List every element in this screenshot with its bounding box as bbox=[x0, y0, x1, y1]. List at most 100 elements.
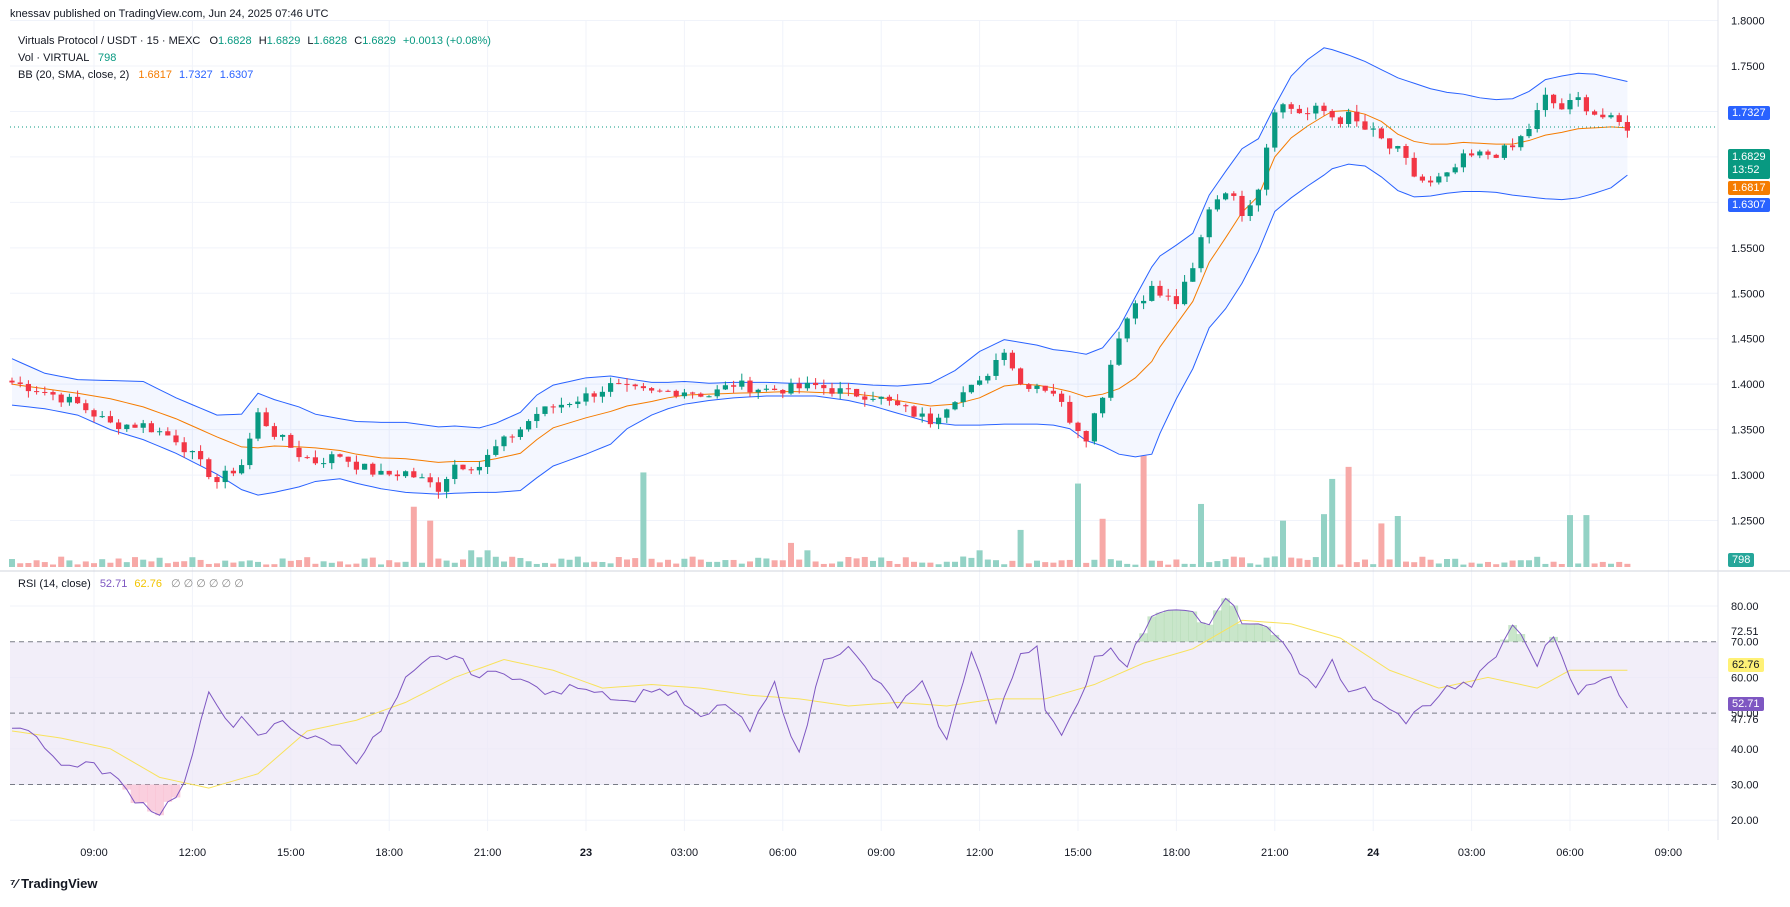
last-price-value: 1.6829 bbox=[1732, 151, 1766, 163]
rsi-legend-value: 52.71 bbox=[99, 578, 128, 590]
volume-bar bbox=[1337, 564, 1344, 567]
candle-body bbox=[649, 388, 655, 391]
volume-bar bbox=[1239, 557, 1245, 567]
volume-bar bbox=[714, 561, 721, 567]
candle-body bbox=[821, 385, 827, 389]
candle-body bbox=[1337, 117, 1343, 124]
volume-bar bbox=[656, 562, 663, 567]
candle-body bbox=[1116, 338, 1122, 365]
volume-bar bbox=[1280, 520, 1286, 567]
candle-body bbox=[1247, 205, 1253, 217]
volume-bar bbox=[615, 557, 622, 567]
volume-bar bbox=[1025, 563, 1032, 567]
bb-legend[interactable]: BB (20, SMA, close, 2) 1.6817 1.7327 1.6… bbox=[18, 67, 253, 83]
bb-legend-label[interactable]: BB (20, SMA, close, 2) bbox=[18, 69, 130, 81]
candle-body bbox=[575, 401, 581, 405]
candle-body bbox=[468, 469, 474, 471]
candle-body bbox=[321, 463, 327, 465]
volume-bar bbox=[99, 559, 106, 567]
volume-bar bbox=[279, 558, 286, 567]
rsi-ma-badge: 62.76 bbox=[1728, 658, 1764, 672]
candle-body bbox=[444, 479, 450, 492]
volume-bar bbox=[788, 542, 794, 567]
volume-bar bbox=[1165, 564, 1172, 567]
candle-body bbox=[1108, 364, 1114, 398]
candle-body bbox=[936, 417, 942, 425]
candle-body bbox=[230, 470, 236, 474]
candle-body bbox=[1510, 145, 1516, 148]
candle-body bbox=[239, 465, 245, 474]
rsi-tick-label: 60.00 bbox=[1731, 672, 1759, 684]
volume-bar bbox=[1575, 563, 1582, 567]
volume-bar bbox=[591, 561, 598, 567]
volume-bar bbox=[1288, 557, 1295, 567]
volume-bar bbox=[492, 556, 499, 567]
volume-bar bbox=[1599, 561, 1606, 567]
volume-bar bbox=[943, 561, 950, 567]
time-tick-label: 03:00 bbox=[671, 847, 699, 859]
volume-legend-label[interactable]: Vol · VIRTUAL bbox=[18, 52, 89, 64]
candle-body bbox=[124, 424, 130, 430]
candle-body bbox=[99, 416, 105, 418]
candle-body bbox=[140, 423, 146, 428]
candle-body bbox=[288, 434, 294, 448]
candlesticks[interactable] bbox=[9, 87, 1630, 499]
volume-bar bbox=[1468, 562, 1475, 567]
volume-bar bbox=[968, 557, 975, 567]
volume-bar bbox=[853, 558, 860, 567]
candle-body bbox=[927, 413, 933, 425]
rsi-legend[interactable]: RSI (14, close) 52.71 62.76 ∅ ∅ ∅ ∅ ∅ ∅ bbox=[18, 576, 244, 592]
candle-body bbox=[854, 388, 860, 397]
candle-body bbox=[780, 389, 786, 394]
volume-bars bbox=[9, 455, 1631, 567]
bb-basis-badge: 1.6817 bbox=[1728, 181, 1770, 195]
volume-bar bbox=[107, 562, 114, 567]
candle-body bbox=[747, 380, 753, 393]
volume-bar bbox=[25, 563, 32, 567]
tradingview-logo[interactable]: ⁷⁄ TradingView bbox=[10, 876, 98, 892]
volume-bar bbox=[993, 560, 999, 567]
volume-bar bbox=[829, 563, 835, 567]
volume-legend[interactable]: Vol · VIRTUAL 798 bbox=[18, 50, 116, 66]
volume-bar bbox=[804, 550, 811, 567]
volume-bar bbox=[738, 563, 745, 567]
candle-body bbox=[1305, 113, 1311, 115]
volume-bar bbox=[689, 556, 696, 567]
volume-bar bbox=[542, 562, 548, 567]
symbol-title[interactable]: Virtuals Protocol / USDT · 15 · MEXC bbox=[18, 35, 201, 47]
volume-bar bbox=[1567, 515, 1573, 567]
candle-body bbox=[1100, 397, 1106, 414]
volume-bar bbox=[1173, 559, 1180, 567]
volume-bar bbox=[66, 560, 73, 567]
price-tick-label: 1.8000 bbox=[1731, 16, 1765, 28]
bb-upper-line bbox=[11, 47, 1628, 429]
volume-bar bbox=[468, 550, 475, 567]
candle-body bbox=[960, 392, 966, 403]
candle-body bbox=[968, 384, 974, 393]
rsi-tick-label: 40.00 bbox=[1731, 744, 1759, 756]
candle-body bbox=[83, 403, 89, 411]
price-tick-label: 1.5500 bbox=[1731, 243, 1765, 255]
time-axis[interactable]: 09:00 12:00 15:00 18:00 21:00 23 03:00 06:00 09:… bbox=[80, 847, 1682, 859]
volume-bar bbox=[550, 563, 557, 567]
volume-bar bbox=[1550, 561, 1557, 567]
candle-body bbox=[1518, 136, 1524, 148]
candle-body bbox=[862, 396, 868, 400]
candle-body bbox=[1223, 193, 1229, 200]
price-tick-label: 1.3000 bbox=[1731, 470, 1765, 482]
rsi-legend-label[interactable]: RSI (14, close) bbox=[18, 578, 91, 590]
volume-bar bbox=[911, 561, 917, 567]
candle-body bbox=[829, 388, 835, 394]
volume-bar bbox=[574, 556, 581, 567]
candle-body bbox=[255, 412, 261, 439]
volume-bar bbox=[1042, 562, 1049, 567]
volume-bar bbox=[1526, 560, 1532, 567]
volume-legend-value: 798 bbox=[97, 52, 117, 64]
candle-body bbox=[1206, 209, 1212, 238]
candle-body bbox=[1272, 112, 1278, 148]
volume-bar bbox=[1247, 563, 1254, 567]
volume-bar bbox=[837, 561, 844, 567]
symbol-legend[interactable]: Virtuals Protocol / USDT · 15 · MEXC O1.… bbox=[18, 33, 491, 49]
candle-body bbox=[1231, 193, 1237, 196]
candle-body bbox=[616, 383, 622, 385]
